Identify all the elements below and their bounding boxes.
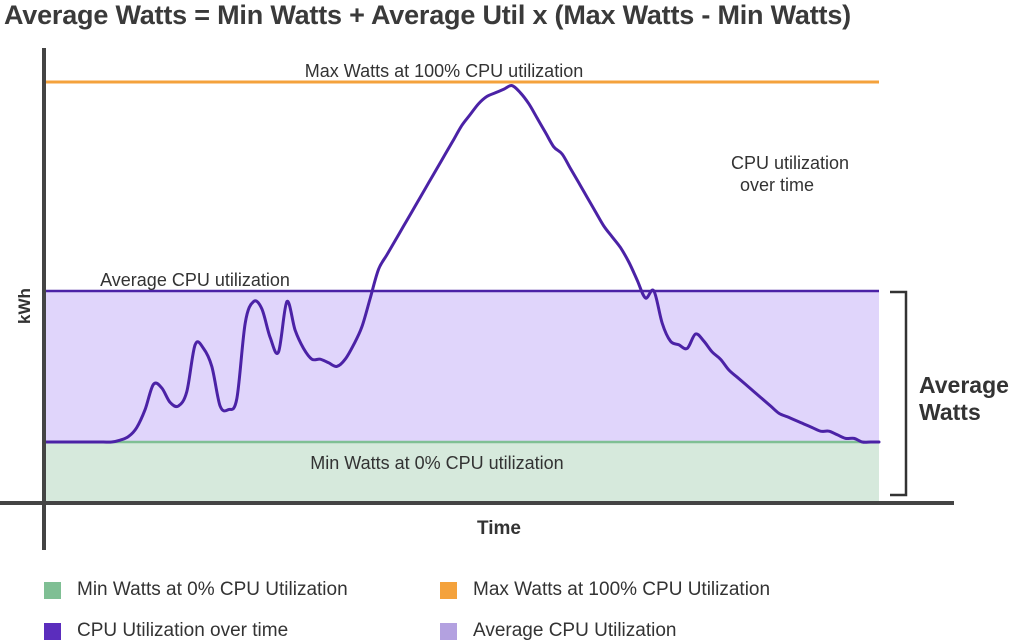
legend-label-min-watts: Min Watts at 0% CPU Utilization: [77, 579, 348, 600]
diagram-title: Average Watts = Min Watts + Average Util…: [4, 0, 851, 30]
legend-label-cpu-utilization: CPU Utilization over time: [77, 620, 289, 641]
min-watts-band: [45, 442, 879, 502]
legend-item-cpu-utilization: CPU Utilization over time: [44, 620, 288, 642]
legend-item-min-watts: Min Watts at 0% CPU Utilization: [44, 579, 348, 601]
legend-label-average-cpu: Average CPU Utilization: [473, 620, 677, 641]
average-cpu-label: Average CPU utilization: [100, 270, 290, 290]
y-axis-label: kWh: [15, 288, 34, 324]
average-cpu-area: [45, 291, 879, 442]
legend-item-max-watts: Max Watts at 100% CPU Utilization: [440, 579, 770, 601]
legend-label-max-watts: Max Watts at 100% CPU Utilization: [473, 579, 771, 600]
legend-swatch-average-cpu: [440, 622, 457, 640]
average-watts-bracket: [890, 290, 908, 497]
legend-swatch-cpu-utilization: [44, 622, 61, 640]
cpu-series-label-line2: over time: [740, 175, 814, 195]
min-watts-label: Min Watts at 0% CPU utilization: [310, 453, 563, 473]
bracket-label-line1: Average: [919, 372, 1009, 398]
x-axis-label: Time: [477, 518, 521, 539]
legend-swatch-min-watts: [44, 581, 61, 599]
cpu-utilization-line: [43, 84, 881, 444]
bracket-label-line2: Watts: [919, 399, 981, 425]
legend-item-average-cpu: Average CPU Utilization: [440, 620, 676, 642]
max-watts-label: Max Watts at 100% CPU utilization: [305, 61, 583, 81]
cpu-series-label-line1: CPU utilization: [731, 153, 849, 173]
legend-swatch-max-watts: [440, 581, 457, 599]
